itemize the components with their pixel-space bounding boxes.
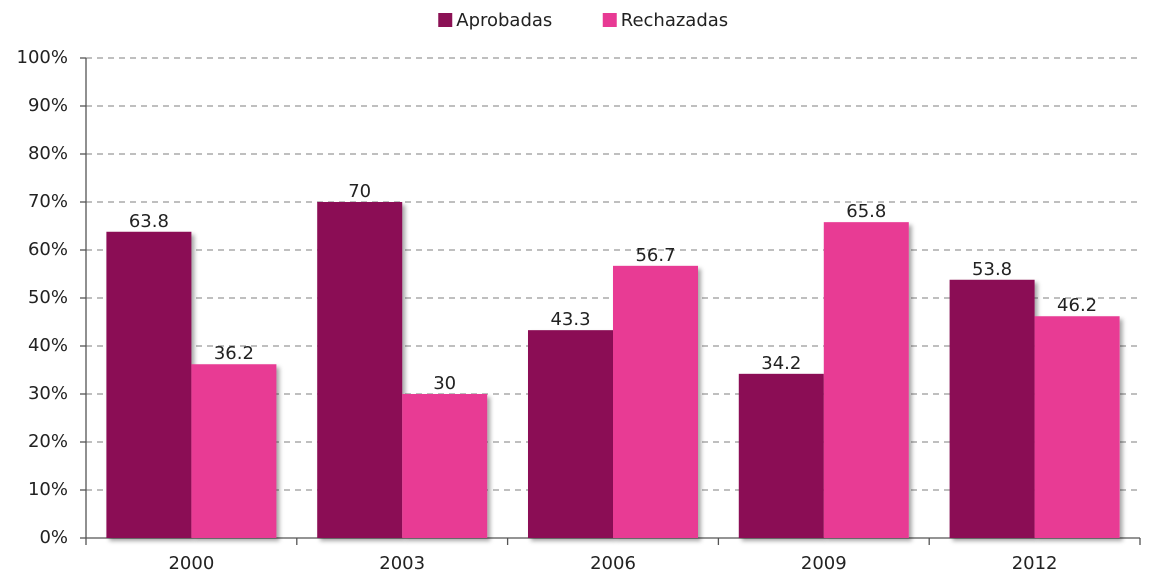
legend-label: Aprobadas	[456, 10, 552, 31]
y-tick-label: 0%	[39, 527, 68, 548]
legend-swatch	[602, 13, 617, 27]
y-tick-label: 10%	[28, 479, 68, 500]
value-label: 63.8	[129, 211, 169, 232]
x-tick-label: 2009	[801, 553, 847, 574]
bar	[613, 265, 698, 538]
x-tick-label: 2003	[379, 553, 425, 574]
value-label: 56.7	[635, 245, 675, 266]
bar	[949, 279, 1035, 538]
bar	[191, 364, 277, 538]
legend-label: Rechazadas	[621, 10, 728, 31]
bar	[738, 373, 824, 538]
bar	[317, 202, 403, 538]
value-label: 43.3	[550, 309, 590, 330]
value-label: 34.2	[761, 353, 801, 374]
y-tick-label: 40%	[28, 335, 68, 356]
bar	[402, 394, 488, 538]
y-tick-label: 60%	[28, 239, 68, 260]
y-tick-label: 50%	[28, 287, 68, 308]
value-label: 53.8	[972, 259, 1012, 280]
bar	[823, 222, 909, 538]
value-label: 36.2	[214, 343, 254, 364]
y-tick-label: 100%	[17, 47, 68, 68]
x-tick-label: 2000	[168, 553, 214, 574]
y-tick-label: 20%	[28, 431, 68, 452]
x-tick-label: 2006	[590, 553, 636, 574]
bar	[528, 330, 613, 538]
value-label: 65.8	[846, 201, 886, 222]
y-tick-label: 90%	[28, 95, 68, 116]
value-label: 46.2	[1057, 295, 1097, 316]
bar	[106, 231, 192, 538]
y-tick-label: 80%	[28, 143, 68, 164]
value-label: 70	[348, 181, 371, 202]
bar	[1034, 316, 1120, 538]
legend-swatch	[438, 13, 453, 27]
x-tick-label: 2012	[1012, 553, 1058, 574]
y-tick-label: 30%	[28, 383, 68, 404]
y-tick-label: 70%	[28, 191, 68, 212]
value-label: 30	[433, 373, 456, 394]
